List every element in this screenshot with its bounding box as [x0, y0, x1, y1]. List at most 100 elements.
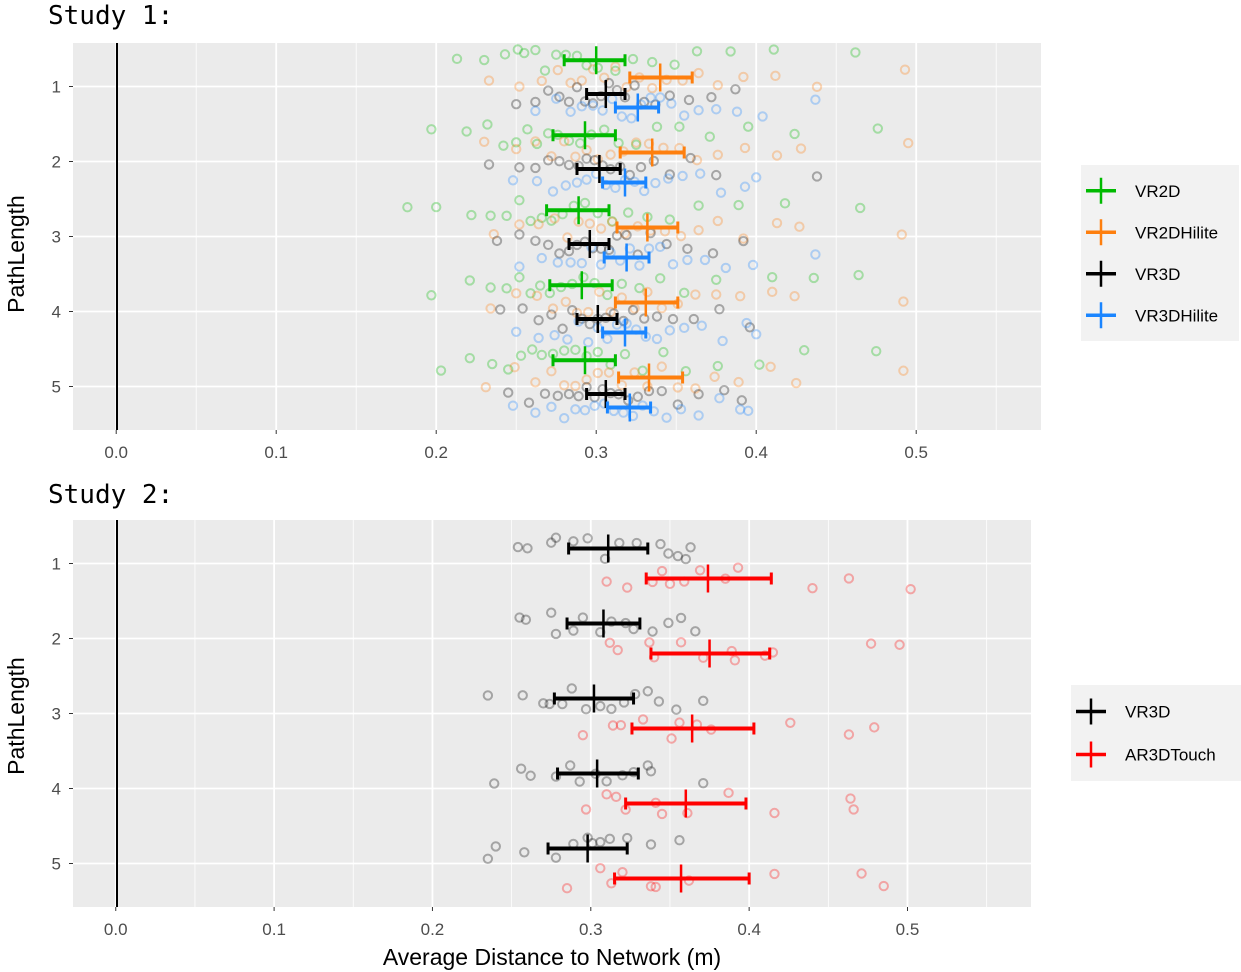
data-point-ar3dtouch — [610, 791, 622, 803]
data-point-vr2dhilite — [546, 151, 557, 162]
data-point-vr2dhilite — [896, 229, 907, 240]
data-point-vr2dhilite — [511, 288, 522, 299]
data-point-vr2d — [515, 350, 527, 361]
data-point-vr2dhilite — [531, 290, 543, 302]
data-point-vr3dhilite — [699, 254, 711, 266]
data-point-vr2dhilite — [552, 64, 563, 76]
data-point-vr2d — [855, 202, 866, 214]
data-point-vr2dhilite — [560, 296, 571, 307]
data-point-vr3d — [664, 90, 675, 101]
data-point-vr3d — [517, 690, 528, 701]
data-point-vr2d — [647, 56, 658, 68]
data-point-vr3dhilite — [546, 401, 557, 413]
data-point-vr3d — [672, 550, 684, 562]
data-point-ar3dtouch — [666, 733, 677, 744]
data-point-vr3dhilite — [530, 407, 541, 418]
x-tick-label: 0.4 — [737, 920, 761, 939]
data-point-ar3dtouch — [843, 729, 855, 740]
x-tick-label: 0.2 — [424, 443, 448, 462]
data-point-vr3dhilite — [731, 106, 743, 117]
data-point-vr2dhilite — [559, 380, 570, 391]
data-point-vr3d — [538, 698, 549, 709]
data-point-vr2d — [514, 272, 525, 283]
data-point-vr3d — [517, 303, 528, 314]
data-point-vr2dhilite — [581, 374, 592, 385]
data-point-vr3d — [730, 84, 741, 95]
data-point-vr2d — [501, 210, 512, 222]
data-point-vr3dhilite — [655, 92, 666, 103]
data-point-vr3d — [579, 96, 591, 107]
data-point-vr3d — [563, 159, 575, 171]
data-point-vr2dhilite — [738, 71, 749, 83]
data-point-ar3dtouch — [656, 565, 668, 577]
data-point-vr2dhilite — [570, 151, 581, 162]
data-point-vr3dhilite — [667, 259, 679, 270]
data-point-vr2d — [536, 349, 547, 361]
data-point-vr3d — [618, 315, 629, 327]
data-point-vr2d — [579, 197, 591, 209]
data-point-vr3d — [698, 695, 709, 707]
data-point-ar3dtouch — [612, 644, 623, 656]
data-point-vr3dhilite — [711, 104, 722, 115]
data-point-vr3d — [682, 243, 693, 255]
data-point-vr3d — [530, 162, 541, 174]
data-point-vr2dhilite — [514, 81, 525, 92]
data-point-vr2d — [655, 273, 666, 284]
data-point-vr2dhilite — [739, 142, 751, 154]
data-point-vr3d — [543, 85, 554, 96]
legend-key-vr3d — [1086, 260, 1116, 287]
x-tick-label: 0.3 — [584, 443, 608, 462]
data-point-vr3dhilite — [514, 261, 525, 272]
legend-label: VR2D — [1135, 182, 1180, 201]
data-point-vr2d — [850, 47, 861, 58]
data-point-ar3dtouch — [729, 655, 741, 666]
data-point-vr2dhilite — [791, 377, 802, 389]
data-point-vr2dhilite — [642, 381, 653, 392]
y-tick-label: 4 — [52, 303, 61, 322]
data-point-vr3d — [523, 397, 535, 408]
data-point-vr3dhilite — [547, 186, 559, 197]
data-point-vr3d — [714, 303, 725, 315]
data-point-vr3dhilite — [579, 405, 591, 416]
data-point-vr2d — [546, 215, 557, 226]
data-point-vr3dhilite — [743, 405, 754, 417]
y-tick-label: 3 — [52, 705, 61, 724]
x-tick-label: 0.1 — [262, 920, 286, 939]
data-point-vr2dhilite — [511, 143, 522, 155]
data-point-vr3d — [685, 152, 696, 164]
data-point-vr3dhilite — [693, 410, 704, 421]
data-point-vr2d — [464, 275, 475, 286]
data-point-vr2dhilite — [691, 154, 703, 166]
data-point-vr3d — [546, 537, 557, 548]
data-point-vr2dhilite — [488, 228, 499, 240]
x-tick-label: 0.4 — [744, 443, 768, 462]
data-point-vr3d — [543, 155, 554, 166]
data-point-vr2dhilite — [733, 376, 744, 388]
study-2-error-bars — [546, 534, 773, 893]
data-point-vr2d — [485, 282, 496, 293]
data-point-vr2d — [592, 62, 603, 74]
data-point-vr3d — [685, 542, 696, 553]
legend-background — [1081, 165, 1239, 341]
study-1-x-axis: 0.0 0.1 0.2 0.3 0.4 0.5 — [104, 430, 928, 462]
data-point-vr3dhilite — [739, 181, 751, 192]
y-tick-label: 2 — [52, 153, 61, 172]
data-point-ar3dtouch — [561, 883, 573, 894]
data-point-ar3dtouch — [694, 565, 706, 576]
data-point-vr3d — [554, 155, 565, 167]
data-point-vr2d — [466, 209, 477, 221]
data-point-vr2dhilite — [771, 150, 783, 161]
data-point-ar3dtouch — [645, 881, 657, 892]
data-point-vr3d — [674, 835, 685, 846]
data-point-vr3dhilite — [581, 174, 592, 185]
data-point-vr2d — [658, 346, 669, 358]
data-point-vr3dhilite — [565, 106, 576, 117]
data-point-vr2dhilite — [672, 382, 683, 393]
data-point-vr3d — [664, 169, 675, 180]
data-point-ar3dtouch — [617, 867, 628, 878]
data-point-vr2d — [530, 44, 541, 56]
study-2-x-axis: 0.0 0.1 0.2 0.3 0.4 0.5 — [104, 907, 919, 939]
data-point-vr2d — [426, 124, 437, 135]
data-point-vr3dhilite — [511, 326, 522, 337]
